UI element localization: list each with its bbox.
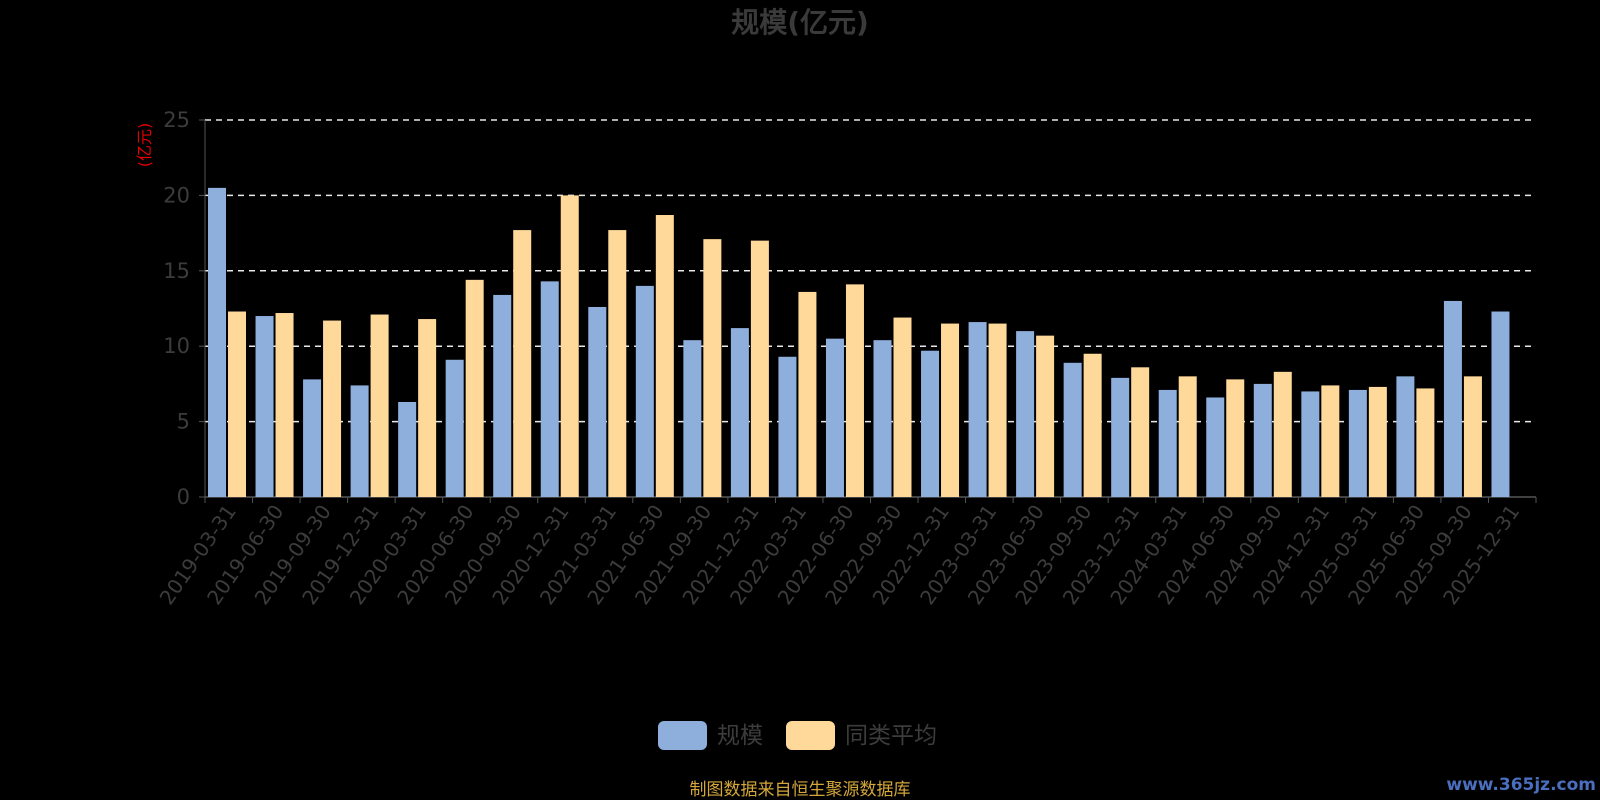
- bar-peer-average[interactable]: [370, 314, 389, 497]
- bar-scale[interactable]: [1158, 389, 1177, 497]
- legend-label-scale: 规模: [717, 723, 763, 749]
- y-axis-ticks: 0 5 10 15 20 25: [163, 108, 190, 509]
- legend-label-peer-average: 同类平均: [845, 723, 937, 749]
- bar-peer-average[interactable]: [1368, 386, 1387, 497]
- bar-scale[interactable]: [635, 285, 654, 497]
- y-tick-label: 25: [163, 108, 190, 132]
- chart-title: 规模(亿元): [731, 6, 869, 39]
- x-axis-ticks: 2019-03-312019-06-302019-09-302019-12-31…: [155, 500, 1525, 609]
- bar-peer-average[interactable]: [513, 230, 532, 498]
- bar-scale[interactable]: [730, 328, 749, 497]
- bar-peer-average[interactable]: [608, 230, 627, 498]
- bar-peer-average[interactable]: [845, 284, 864, 497]
- bar-scale[interactable]: [1206, 397, 1225, 497]
- bar-scale[interactable]: [445, 359, 464, 497]
- bar-peer-average[interactable]: [1321, 385, 1340, 497]
- y-tick-label: 0: [177, 485, 190, 509]
- bar-scale[interactable]: [1111, 377, 1130, 497]
- bar-peer-average[interactable]: [1416, 388, 1435, 497]
- bar-peer-average[interactable]: [323, 320, 342, 497]
- bar-peer-average[interactable]: [1083, 353, 1102, 497]
- bar-scale[interactable]: [968, 322, 987, 497]
- bar-peer-average[interactable]: [465, 279, 484, 497]
- bar-scale[interactable]: [588, 306, 607, 497]
- watermark: www.365jz.com: [1446, 775, 1596, 795]
- grid-lines: [205, 119, 1536, 423]
- bar-scale[interactable]: [255, 316, 274, 497]
- bar-scale[interactable]: [683, 340, 702, 497]
- legend-item-scale[interactable]: 规模: [658, 721, 763, 750]
- bar-peer-average[interactable]: [275, 313, 294, 497]
- bar-scale[interactable]: [540, 281, 559, 497]
- bar-scale[interactable]: [1253, 383, 1272, 497]
- bar-peer-average[interactable]: [1131, 367, 1150, 497]
- bar-scale[interactable]: [1491, 311, 1510, 497]
- bar-peer-average[interactable]: [893, 317, 912, 497]
- bar-scale[interactable]: [778, 356, 797, 497]
- bar-peer-average[interactable]: [418, 319, 437, 497]
- bar-scale[interactable]: [1348, 389, 1367, 497]
- bar-scale[interactable]: [1063, 362, 1082, 497]
- bar-scale[interactable]: [303, 379, 322, 497]
- bar-scale[interactable]: [350, 385, 369, 497]
- bar-scale[interactable]: [398, 401, 417, 497]
- bar-peer-average[interactable]: [703, 239, 722, 497]
- bar-peer-average[interactable]: [988, 323, 1007, 497]
- bar-scale[interactable]: [825, 338, 844, 497]
- bar-scale[interactable]: [493, 294, 512, 497]
- bar-peer-average[interactable]: [1273, 371, 1292, 497]
- legend-item-peer-average[interactable]: 同类平均: [786, 721, 937, 750]
- y-tick-label: 10: [163, 334, 190, 358]
- y-tick-label: 20: [163, 183, 190, 207]
- legend-swatch-peer-average: [786, 721, 835, 750]
- y-tick-label: 15: [163, 259, 190, 283]
- bar-peer-average[interactable]: [750, 240, 769, 497]
- y-tick-label: 5: [177, 410, 190, 434]
- legend-swatch-scale: [658, 721, 707, 750]
- bar-scale[interactable]: [921, 350, 940, 497]
- bar-peer-average[interactable]: [941, 323, 960, 497]
- y-axis-unit-label: (亿元): [135, 123, 154, 168]
- bar-scale[interactable]: [1016, 331, 1035, 497]
- bar-peer-average[interactable]: [1463, 376, 1482, 497]
- bar-scale[interactable]: [208, 187, 226, 498]
- bar-peer-average[interactable]: [560, 195, 579, 497]
- bar-scale[interactable]: [1301, 391, 1320, 497]
- bar-scale[interactable]: [873, 340, 892, 497]
- bar-peer-average[interactable]: [655, 215, 674, 497]
- bars: [208, 187, 1510, 498]
- bar-peer-average[interactable]: [1178, 376, 1197, 497]
- bar-scale[interactable]: [1396, 376, 1415, 497]
- legend: 规模 同类平均: [658, 721, 937, 750]
- data-source-note: 制图数据来自恒生聚源数据库: [690, 780, 911, 800]
- bar-peer-average[interactable]: [798, 291, 817, 497]
- bar-peer-average[interactable]: [1226, 379, 1245, 497]
- bar-peer-average[interactable]: [1036, 335, 1055, 497]
- bar-scale[interactable]: [1443, 300, 1462, 497]
- bar-peer-average[interactable]: [228, 311, 246, 497]
